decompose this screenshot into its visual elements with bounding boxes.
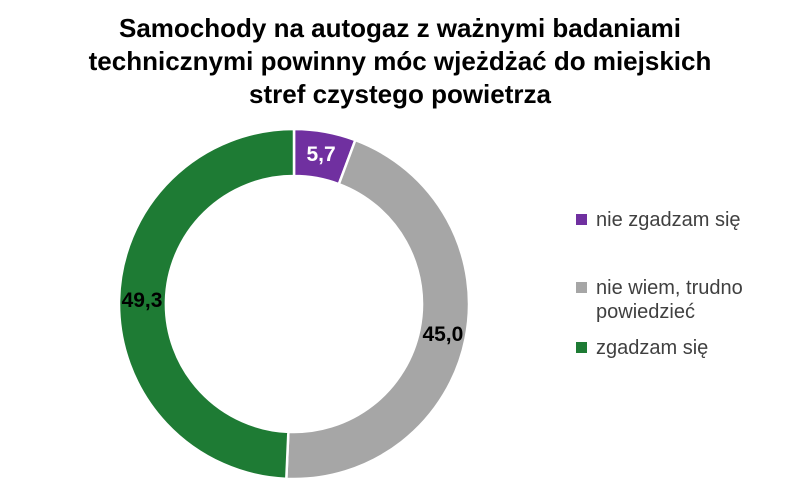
legend-swatch (576, 282, 587, 293)
legend-swatch (576, 342, 587, 353)
donut-segment-3 (117, 127, 296, 480)
donut-segment-2 (285, 138, 471, 480)
legend-label: zgadzam się (596, 337, 709, 359)
chart-legend: nie zgadzam się nie wiem, trudno powiedzi… (576, 208, 791, 360)
segment-value-label: 5,7 (306, 143, 335, 166)
legend-item: nie wiem, trudno powiedzieć (576, 276, 791, 324)
segment-value-label: 45,0 (422, 323, 463, 346)
legend-item: zgadzam się (576, 336, 791, 360)
segment-value-label: 49,3 (122, 289, 163, 312)
chart-title: Samochody na autogaz z ważnymi badaniami… (88, 13, 712, 109)
legend-swatch (576, 214, 587, 225)
legend-label: nie zgadzam się (596, 209, 741, 231)
legend-label: nie wiem, trudno powiedzieć (596, 277, 743, 323)
legend-item: nie zgadzam się (576, 208, 791, 232)
